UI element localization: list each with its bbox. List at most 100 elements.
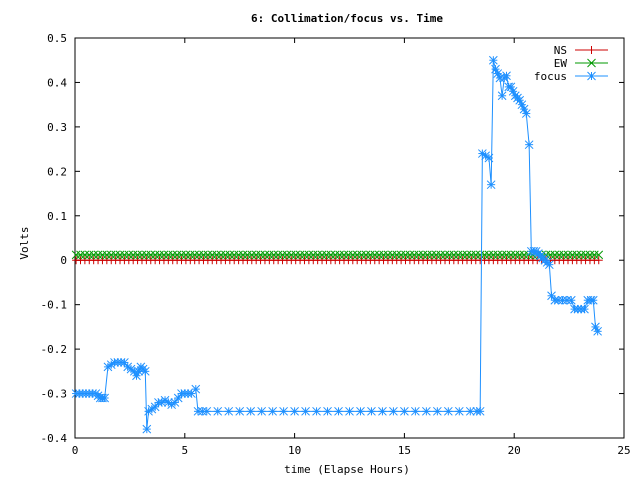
data-point [467, 250, 476, 260]
data-point [572, 250, 582, 260]
data-point [269, 250, 279, 260]
data-point [566, 295, 576, 305]
data-point [422, 406, 431, 416]
data-point [387, 250, 397, 260]
data-point [454, 406, 464, 416]
data-point [432, 406, 442, 416]
data-point [443, 406, 453, 416]
data-point [155, 250, 164, 260]
data-point [488, 55, 498, 65]
data-point [256, 250, 265, 260]
data-point [235, 406, 245, 416]
data-point [124, 250, 134, 260]
chart-title: 6: Collimation/focus vs. Time [251, 12, 443, 25]
data-point [475, 250, 485, 260]
data-point [524, 140, 534, 150]
data-point [282, 250, 292, 260]
data-point [120, 250, 129, 260]
data-point [106, 250, 116, 260]
data-point [264, 250, 274, 260]
series-NS [72, 256, 603, 265]
data-point [251, 250, 261, 260]
series-EW [71, 250, 604, 260]
data-point [445, 250, 454, 260]
y-tick-label: 0.4 [47, 76, 67, 89]
data-point [150, 402, 160, 412]
x-tick-label: 10 [288, 444, 301, 457]
data-point [593, 326, 603, 336]
data-point [554, 250, 564, 260]
legend-label: EW [554, 57, 568, 70]
data-point [563, 250, 573, 260]
data-point [378, 406, 387, 416]
data-point [588, 295, 598, 305]
data-point [330, 250, 340, 260]
data-point [173, 393, 183, 403]
series-focus [71, 55, 603, 434]
data-point [357, 250, 366, 260]
data-point [243, 250, 252, 260]
data-point [506, 250, 516, 260]
data-point [234, 250, 243, 260]
data-point [194, 250, 204, 260]
legend-marker [587, 71, 596, 81]
data-point [462, 250, 472, 260]
x-tick-label: 5 [181, 444, 188, 457]
data-point [137, 250, 147, 260]
data-point [168, 250, 178, 260]
data-point [427, 250, 437, 260]
data-point [273, 250, 283, 260]
data-point [585, 250, 595, 260]
data-point [370, 250, 380, 260]
data-point [295, 250, 305, 260]
data-point [115, 250, 125, 260]
data-point [177, 250, 186, 260]
data-point [185, 250, 195, 260]
data-point [216, 250, 226, 260]
data-point [389, 406, 398, 416]
data-point [502, 71, 511, 81]
data-point [312, 406, 321, 416]
data-point [93, 250, 103, 260]
data-point [383, 250, 393, 260]
data-point [191, 384, 201, 394]
data-point [221, 250, 230, 260]
legend-label: NS [554, 44, 567, 57]
data-point [335, 250, 344, 260]
y-tick-label: -0.2 [41, 343, 68, 356]
data-point [225, 250, 235, 260]
data-point [286, 250, 296, 260]
data-point [260, 250, 270, 260]
data-point [300, 250, 309, 260]
data-point [396, 250, 406, 260]
y-tick-label: 0 [60, 254, 67, 267]
data-point [339, 250, 349, 260]
data-point [100, 393, 109, 403]
data-point [334, 406, 343, 416]
data-point [558, 295, 567, 305]
data-point [449, 250, 459, 260]
ticks: 0 5 10 15 20 25 -0.4 -0.3 -0.2 -0.1 0 0.1 0.2 0.3 0.4 0… [41, 32, 631, 457]
data-point [374, 250, 384, 260]
data-point [553, 295, 563, 305]
data-point [181, 250, 191, 260]
data-point [238, 250, 248, 260]
data-point [76, 250, 85, 260]
data-point [146, 250, 156, 260]
y-tick-label: 0.5 [47, 32, 67, 45]
data-point [594, 250, 604, 260]
data-point [142, 250, 151, 260]
data-point [559, 250, 568, 260]
data-point [493, 250, 503, 260]
data-point [400, 406, 409, 416]
x-tick-label: 0 [72, 444, 79, 457]
data-point [140, 366, 150, 376]
legend-marker [587, 46, 596, 54]
data-point [366, 250, 375, 260]
y-tick-label: 0.3 [47, 121, 67, 134]
data-point [356, 406, 365, 416]
data-point [418, 250, 428, 260]
legend-marker [587, 58, 596, 68]
data-point [291, 250, 301, 260]
data-point [590, 250, 599, 260]
